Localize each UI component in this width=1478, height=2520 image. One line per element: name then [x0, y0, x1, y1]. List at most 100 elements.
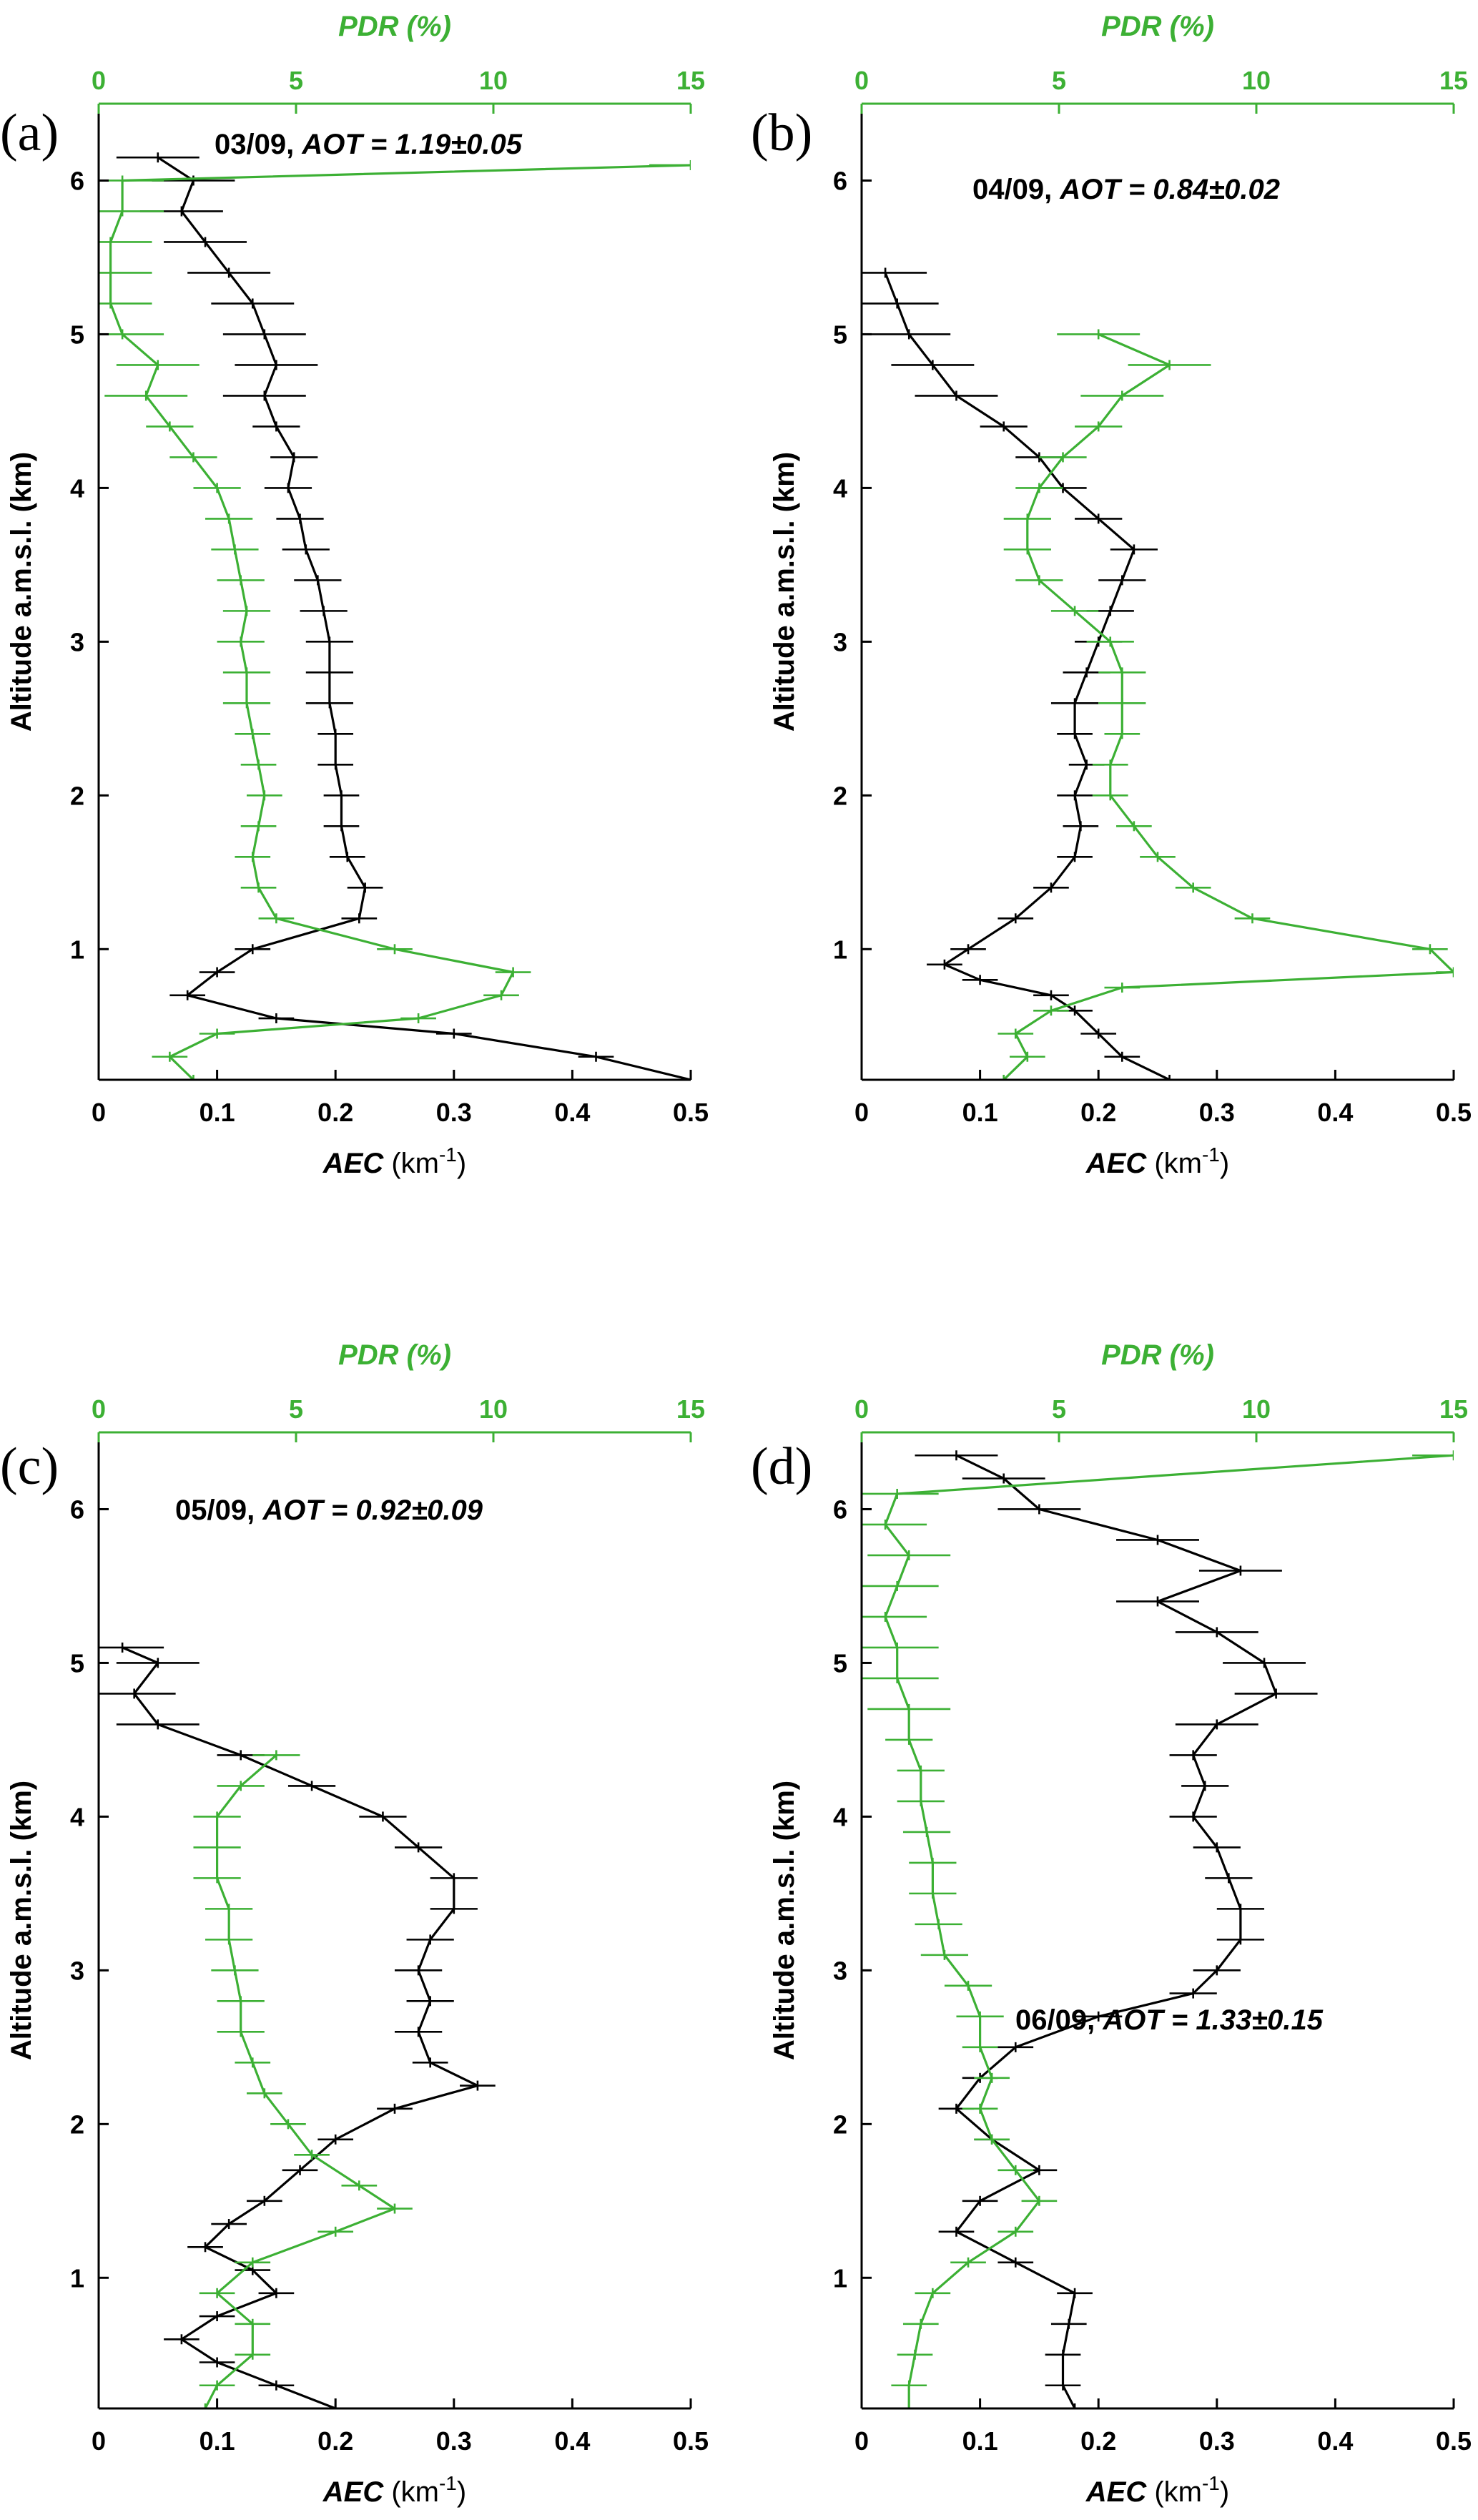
x-axis-title-bottom: AEC (km-1) [322, 1143, 466, 1179]
plot-area [862, 1450, 1454, 2408]
x-tick-label-top: 10 [479, 1394, 508, 1424]
x-tick-label-top: 10 [1242, 1394, 1271, 1424]
x-tick-label-bottom: 0.1 [199, 2426, 235, 2456]
x-tick-label-top: 5 [1052, 66, 1066, 95]
x-tick-label-top: 15 [1439, 1394, 1468, 1424]
x-axis-title-top: PDR (%) [1101, 11, 1214, 42]
annotation-aot-value: 0.84±0.02 [1153, 174, 1280, 205]
aec-profile-line [955, 1454, 1278, 2408]
x-tick-label-top: 5 [289, 1394, 303, 1424]
y-tick-label: 4 [833, 473, 847, 503]
x-tick-label-top: 15 [1439, 66, 1468, 95]
axis-title-main: AEC [1085, 1148, 1148, 1179]
plot-area [862, 267, 1454, 1080]
y-tick-label: 3 [833, 627, 847, 656]
x-tick-label-top: 10 [1242, 66, 1271, 95]
x-tick-label-top: 0 [854, 66, 869, 95]
y-tick-label: 1 [70, 935, 84, 964]
x-tick-label-bottom: 0 [854, 2426, 869, 2456]
aec-profile-line [122, 1646, 479, 2408]
y-tick-label: 2 [833, 2110, 847, 2139]
axis-title-main: AEC [322, 1148, 385, 1179]
x-tick-label-bottom: 0.3 [436, 2426, 472, 2456]
y-tick-label: 4 [70, 1802, 84, 1831]
panel-letter: (d) [751, 1437, 812, 1496]
axis-title-exponent: -1 [439, 2472, 457, 2494]
x-tick-label-bottom: 0.2 [317, 1098, 353, 1127]
panel-letter: (b) [751, 104, 812, 162]
panel-c: 1 2 3 4 5 6 0 0.1 0.2 0.3 0.4 0.5 0 5 10 15 PDR (%) AEC (… [0, 1339, 709, 2508]
plot-area [99, 152, 691, 1080]
x-tick-label-bottom: 0.1 [962, 2426, 998, 2456]
x-tick-label-bottom: 0.4 [1317, 1098, 1353, 1127]
x-axis-title-bottom: AEC (km-1) [1085, 2472, 1229, 2508]
y-tick-label: 4 [833, 1802, 847, 1831]
x-tick-label-bottom: 0.2 [1080, 1098, 1116, 1127]
x-tick-label-bottom: 0.3 [1199, 2426, 1235, 2456]
x-axis-title-top: PDR (%) [338, 11, 451, 42]
y-tick-label: 1 [833, 2263, 847, 2293]
aot-annotation: 05/09, AOT = 0.92±0.09 [175, 1495, 483, 1526]
x-tick-label-bottom: 0.3 [1199, 1098, 1235, 1127]
y-axis-title: Altitude a.m.s.l. (km) [6, 452, 37, 732]
x-tick-label-top: 5 [1052, 1394, 1066, 1424]
pdr-profile-line [884, 1454, 1454, 2408]
y-axis-title: Altitude a.m.s.l. (km) [769, 452, 800, 732]
x-tick-label-bottom: 0.2 [1080, 2426, 1116, 2456]
aot-annotation: 06/09, AOT = 1.33±0.15 [1015, 2004, 1324, 2036]
aec-profile-line [884, 272, 1171, 1080]
x-tick-label-bottom: 0.4 [1317, 2426, 1353, 2456]
x-axis-title-bottom: AEC (km-1) [322, 2472, 466, 2508]
axis-title-unit: (km [383, 2476, 439, 2508]
annotation-aot-label: AOT = [1102, 2004, 1196, 2036]
panel-d: 1 2 3 4 5 6 0 0.1 0.2 0.3 0.4 0.5 0 5 10 15 PDR (%) AEC (… [751, 1339, 1472, 2508]
panel-letter: (a) [0, 104, 59, 162]
annotation-aot-label: AOT = [262, 1495, 355, 1526]
y-tick-label: 1 [833, 935, 847, 964]
axis-title-exponent: -1 [1202, 1143, 1220, 1166]
x-tick-label-bottom: 0.1 [199, 1098, 235, 1127]
x-tick-label-top: 0 [92, 1394, 106, 1424]
axis-title-exponent: -1 [1202, 2472, 1220, 2494]
x-tick-label-bottom: 0 [92, 1098, 106, 1127]
y-tick-label: 6 [833, 166, 847, 195]
y-axis-title: Altitude a.m.s.l. (km) [6, 1781, 37, 2060]
y-tick-label: 3 [833, 1956, 847, 1985]
x-tick-label-top: 10 [479, 66, 508, 95]
annotation-aot-value: 0.92±0.09 [355, 1495, 483, 1526]
x-tick-label-bottom: 0 [854, 1098, 869, 1127]
pdr-profile-line [1002, 333, 1454, 1080]
annotation-date: 06/09, [1015, 2004, 1103, 2036]
axis-title-main: AEC [1085, 2476, 1148, 2508]
y-tick-label: 5 [833, 1648, 847, 1678]
x-tick-label-bottom: 0.1 [962, 1098, 998, 1127]
y-tick-label: 3 [70, 1956, 84, 1985]
x-tick-label-bottom: 0.5 [673, 1098, 709, 1127]
aot-annotation: 04/09, AOT = 0.84±0.02 [972, 174, 1280, 205]
x-tick-label-top: 15 [676, 1394, 705, 1424]
y-tick-label: 1 [70, 2263, 84, 2293]
y-tick-label: 5 [833, 320, 847, 349]
plot-area [99, 1642, 496, 2408]
x-tick-label-top: 15 [676, 66, 705, 95]
x-tick-label-bottom: 0.5 [1436, 2426, 1472, 2456]
y-tick-label: 2 [70, 2110, 84, 2139]
y-tick-label: 5 [70, 1648, 84, 1678]
x-tick-label-bottom: 0.5 [673, 2426, 709, 2456]
panel-letter: (c) [0, 1437, 59, 1496]
y-tick-label: 6 [70, 166, 84, 195]
annotation-date: 03/09, [215, 129, 302, 160]
axis-title-unit-close: ) [457, 1148, 466, 1179]
y-tick-label: 2 [833, 781, 847, 810]
axis-title-main: AEC [322, 2476, 385, 2508]
y-tick-label: 3 [70, 627, 84, 656]
x-tick-label-top: 5 [289, 66, 303, 95]
axis-title-unit-close: ) [1220, 2476, 1229, 2508]
annotation-aot-label: AOT = [301, 129, 395, 160]
x-tick-label-top: 0 [92, 66, 106, 95]
y-tick-label: 5 [70, 320, 84, 349]
axis-title-unit: (km [383, 1148, 439, 1179]
y-tick-label: 2 [70, 781, 84, 810]
annotation-aot-label: AOT = [1059, 174, 1153, 205]
